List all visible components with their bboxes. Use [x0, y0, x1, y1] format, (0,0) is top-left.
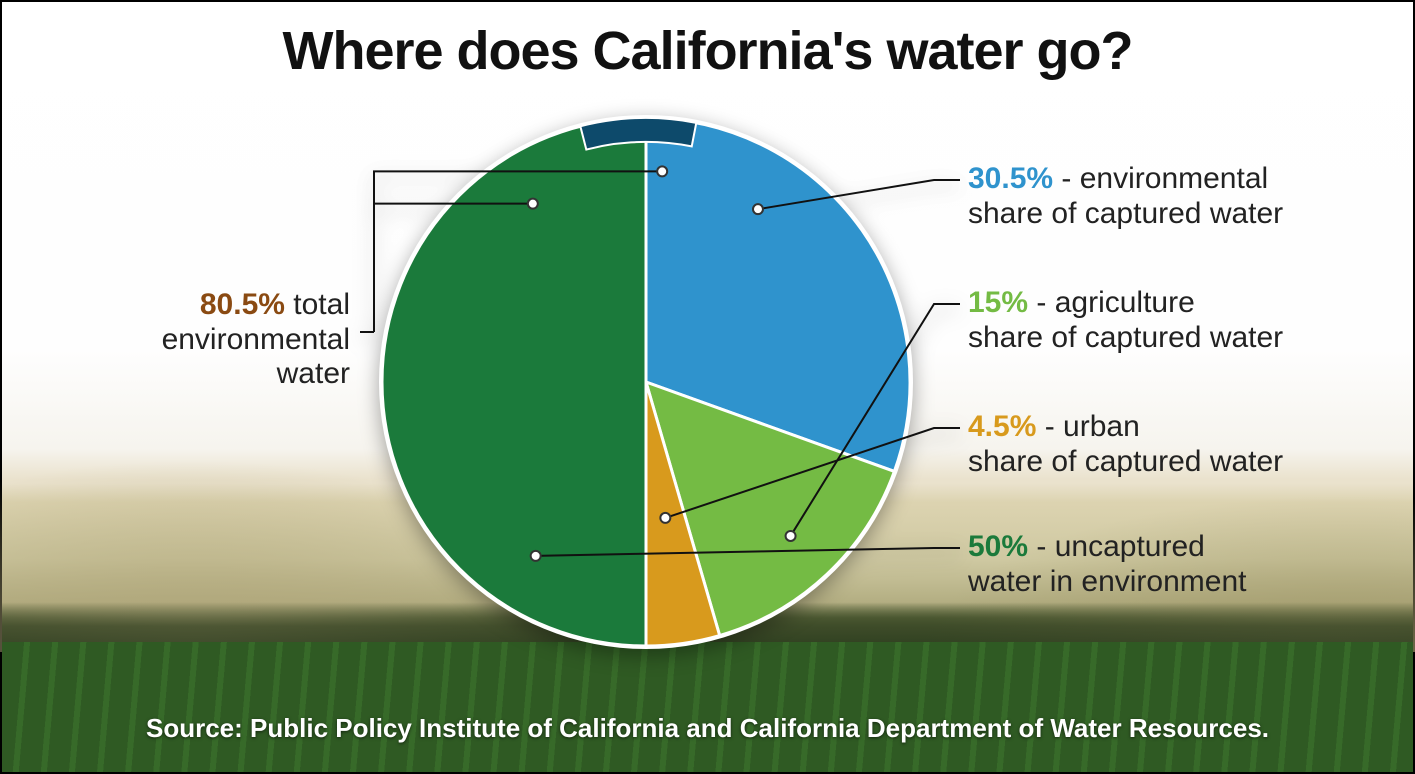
leader-dot-agriculture	[786, 531, 796, 541]
slice-uncaptured	[382, 118, 646, 646]
bracket-dot-top	[657, 166, 667, 176]
leader-dot-urban	[660, 513, 670, 523]
leader-dot-uncaptured	[531, 551, 541, 561]
infographic-stage: Where does California's water go? 80.5% …	[0, 0, 1415, 774]
leader-dot-env_captured	[753, 204, 763, 214]
bracket-dot-bottom	[528, 199, 538, 209]
source-attribution: Source: Public Policy Institute of Calif…	[2, 713, 1413, 744]
pie-chart	[2, 2, 1415, 774]
